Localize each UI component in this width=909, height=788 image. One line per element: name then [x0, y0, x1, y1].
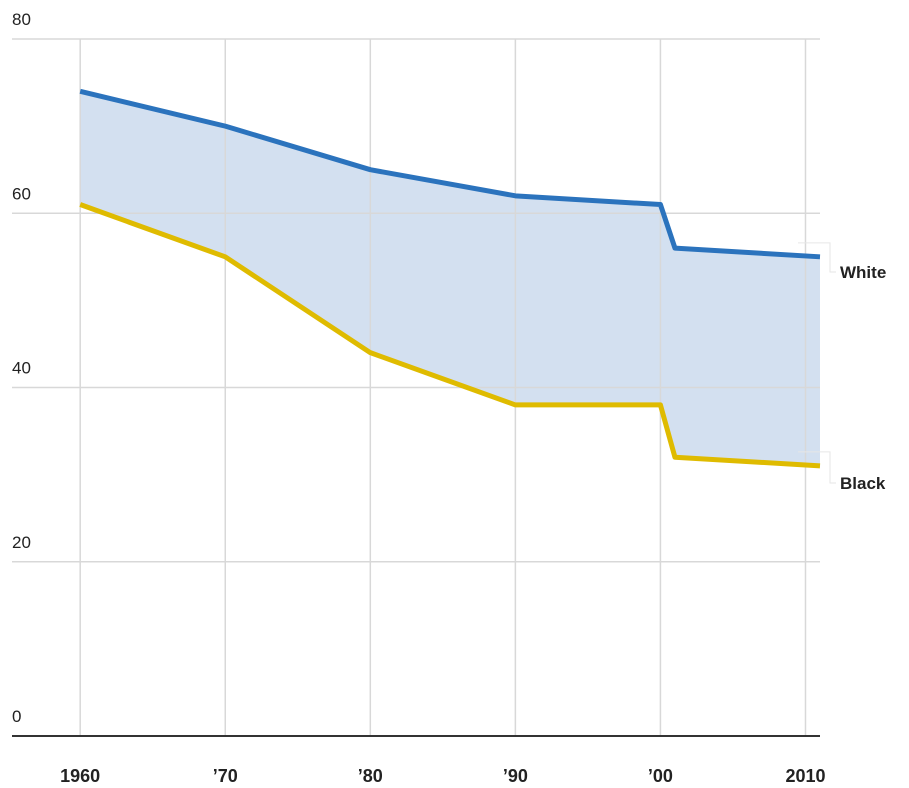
leader — [798, 242, 836, 273]
legend-label: White — [840, 263, 886, 282]
x-tick-label: ’90 — [503, 766, 528, 786]
line — [79, 202, 821, 469]
x-tick-label: ’70 — [213, 766, 238, 786]
x-tick-label: 1960 — [60, 766, 100, 786]
x-tick-label: ’80 — [358, 766, 383, 786]
legend-label: Black — [840, 474, 886, 493]
y-tick-label: 80 — [12, 10, 31, 29]
line — [79, 88, 821, 260]
gap-area — [80, 91, 820, 466]
leader — [798, 451, 836, 484]
y-tick-label: 40 — [12, 359, 31, 378]
x-tick-label: 2010 — [785, 766, 825, 786]
y-tick-label: 60 — [12, 184, 31, 203]
y-tick-label: 0 — [12, 707, 21, 726]
y-tick-label: 20 — [12, 533, 31, 552]
x-tick-label: ’00 — [648, 766, 673, 786]
